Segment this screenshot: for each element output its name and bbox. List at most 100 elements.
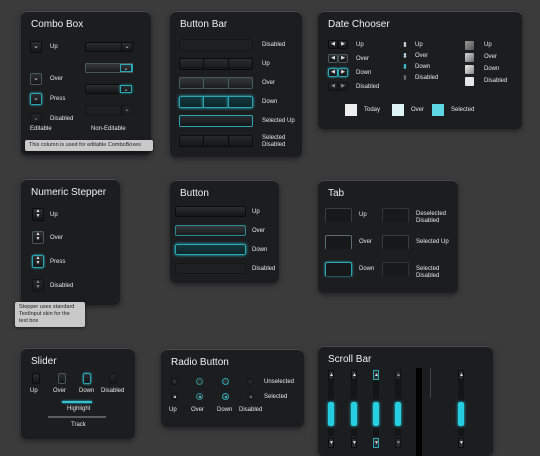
- date-state-label: Up: [415, 42, 423, 48]
- panel-title: Button: [180, 188, 209, 199]
- scroll-up-arrow-icon[interactable]: ▲: [328, 370, 334, 380]
- bar-segment[interactable]: [228, 77, 253, 89]
- year-stepper-up-icon[interactable]: ⬍: [402, 42, 408, 49]
- year-stepper-down-icon[interactable]: ⬍: [402, 64, 408, 71]
- stepper-up-icon[interactable]: ▲ ▼: [32, 208, 44, 221]
- tab-label-line: Deselected: [416, 211, 447, 217]
- scroll-thumb[interactable]: [351, 402, 357, 426]
- button-over[interactable]: [175, 225, 246, 236]
- tab-state-label: Up: [359, 212, 367, 218]
- radio-state-label: Disabled: [239, 407, 263, 413]
- date-state-label: Over: [484, 54, 498, 60]
- tab-state-label: Selected Up: [416, 239, 449, 245]
- bar-state-label: Down: [262, 99, 278, 105]
- scroll-thumb[interactable]: [458, 402, 464, 426]
- scroll-thumb[interactable]: [395, 402, 401, 426]
- scroll-thumb[interactable]: [373, 402, 379, 426]
- radio-unselected-down[interactable]: [222, 378, 229, 385]
- bar-segment[interactable]: [203, 77, 229, 89]
- date-state-label: Disabled: [356, 84, 380, 90]
- scroll-down-arrow-icon[interactable]: ▼: [373, 438, 379, 448]
- slider-thumb-up-icon[interactable]: [32, 373, 40, 384]
- stepper-over-icon[interactable]: ▲ ▼: [32, 231, 44, 244]
- panel-title: Button Bar: [180, 19, 228, 30]
- stepper-state-label: Disabled: [50, 283, 74, 289]
- noneditable-label: Non-Editable: [91, 126, 126, 132]
- bar-segment[interactable]: [228, 58, 253, 70]
- button-bar-up[interactable]: [179, 58, 253, 70]
- day-cell-down-icon[interactable]: [465, 65, 474, 74]
- radio-unselected-over[interactable]: [196, 378, 203, 385]
- slider-thumb-down-icon[interactable]: [83, 373, 91, 384]
- tab-up[interactable]: [325, 208, 352, 222]
- button-bar-down[interactable]: [179, 96, 253, 108]
- radio-selected-over[interactable]: [196, 393, 203, 400]
- combo-editable-over-button[interactable]: ⌄: [30, 73, 42, 85]
- date-chooser-panel: Date Chooser ◀ ▶ ◀ ▶ ◀ ▶ ◀ ▶ Up Over Dow…: [318, 11, 522, 129]
- tab-selected-up[interactable]: [382, 235, 409, 249]
- combo-editable-disabled-button: ⌄: [30, 113, 42, 125]
- day-cell-over-icon[interactable]: [465, 53, 474, 62]
- bar-segment[interactable]: [203, 96, 229, 108]
- combo-editable-press-button[interactable]: ⌄: [30, 93, 42, 105]
- combo-noneditable-up[interactable]: ⌄: [85, 42, 133, 52]
- scroll-up-arrow-icon[interactable]: ▲: [373, 370, 379, 380]
- button-panel: Button Up Over Down Disabled: [170, 180, 279, 283]
- combo-editable-up-button[interactable]: ⌄: [30, 41, 42, 53]
- combo-row-label: Press: [50, 96, 66, 102]
- prev-month-icon[interactable]: ◀: [328, 68, 338, 77]
- chevron-down-icon: ⌄: [120, 85, 132, 93]
- combo-noneditable-over-arrow[interactable]: ⌄: [85, 63, 133, 73]
- button-state-label: Up: [252, 209, 260, 215]
- tab-panel: Tab Up Over Down Deselected Disabled Sel…: [318, 180, 458, 293]
- date-state-label: Down: [415, 64, 431, 70]
- button-up[interactable]: [175, 206, 246, 217]
- day-cell-up-icon[interactable]: [465, 41, 474, 50]
- bar-segment[interactable]: [179, 96, 204, 108]
- button-disabled: [175, 263, 246, 274]
- combo-noneditable-press[interactable]: ⌄: [85, 84, 133, 94]
- scroll-down-arrow-icon[interactable]: ▼: [351, 438, 357, 448]
- scroll-up-arrow-icon[interactable]: ▲: [351, 370, 357, 380]
- next-month-icon[interactable]: ▶: [338, 68, 348, 77]
- bar-segment[interactable]: [179, 77, 204, 89]
- chevron-down-icon: ⌄: [120, 64, 132, 72]
- prev-month-icon[interactable]: ◀: [328, 54, 338, 63]
- tab-state-label: Over: [359, 239, 373, 245]
- radio-selected-up[interactable]: [171, 393, 178, 400]
- scroll-down-arrow-icon[interactable]: ▼: [458, 438, 464, 448]
- bar-segment[interactable]: [203, 58, 229, 70]
- button-bar-selected-up[interactable]: [179, 115, 253, 127]
- next-month-icon[interactable]: ▶: [338, 54, 348, 63]
- radio-unselected-up[interactable]: [171, 378, 178, 385]
- radio-selected-disabled: [247, 393, 254, 400]
- year-stepper-over-icon[interactable]: ⬍: [402, 53, 408, 60]
- tab-down[interactable]: [325, 262, 352, 276]
- radio-state-label: Down: [217, 407, 233, 413]
- radio-button-panel: Radio Button Unselected Selected Up Over…: [161, 349, 304, 427]
- button-state-label: Disabled: [252, 266, 276, 272]
- scroll-thumb[interactable]: [328, 402, 334, 426]
- tab-over[interactable]: [325, 235, 352, 249]
- scroll-up-arrow-icon[interactable]: ▲: [458, 370, 464, 380]
- numeric-stepper-panel: Numeric Stepper ▲ ▼ ▲ ▼ ▲ ▼ ▲ ▼ Up Over Pres…: [21, 179, 120, 305]
- bar-state-label: Disabled: [262, 42, 286, 48]
- chevron-down-icon: ⌄: [33, 43, 39, 50]
- button-down[interactable]: [175, 244, 246, 255]
- stepper-press-icon[interactable]: ▲ ▼: [32, 255, 44, 268]
- slider-thumb-over-icon[interactable]: [58, 373, 66, 384]
- combo-row-label: Up: [50, 44, 58, 50]
- button-bar-over[interactable]: [179, 77, 253, 89]
- bar-segment[interactable]: [228, 96, 253, 108]
- next-month-icon[interactable]: ▶: [338, 40, 348, 49]
- bar-segment[interactable]: [179, 58, 204, 70]
- scroll-down-arrow-icon[interactable]: ▼: [328, 438, 334, 448]
- combo-box-panel: Combo Box ⌄ ⌄ ⌄ ⌄ Up Over Press Disabled…: [21, 11, 151, 155]
- radio-dot: [224, 395, 227, 398]
- combo-noneditable-disabled: ⌄: [85, 105, 133, 115]
- scroll-bar-panel: Scroll Bar ▲ ▲ ▲ ▲ ▲ ▼ ▼ ▼ ▼ ▼: [318, 346, 493, 456]
- panel-title: Scroll Bar: [328, 354, 372, 365]
- prev-month-icon[interactable]: ◀: [328, 40, 338, 49]
- bar-segment: [228, 135, 253, 147]
- radio-selected-down[interactable]: [222, 393, 229, 400]
